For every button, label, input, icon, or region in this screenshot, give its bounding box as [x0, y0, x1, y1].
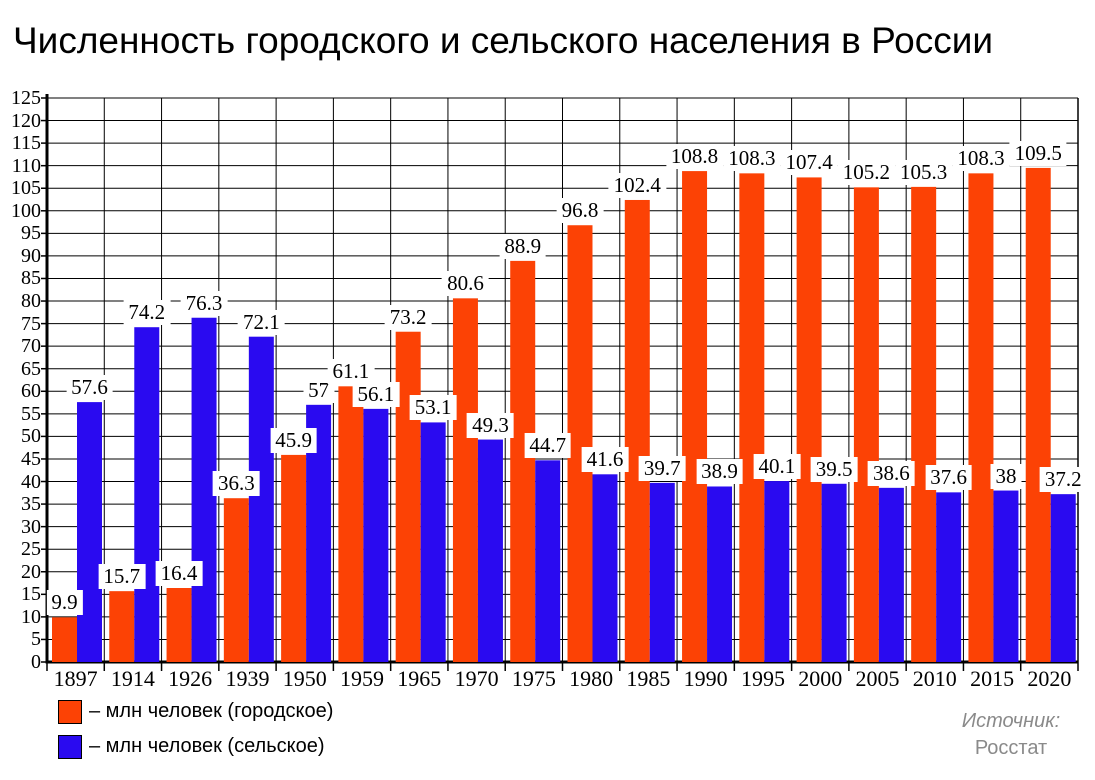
source-label: Источник: — [961, 710, 1061, 732]
bar-rural-1939 — [248, 336, 274, 662]
bar-urban-1985 — [624, 199, 650, 663]
bar-rural-1926 — [191, 317, 217, 662]
bar-rural-2020 — [1050, 494, 1076, 662]
bar-urban-1995 — [739, 173, 765, 662]
bar-urban-1959 — [338, 386, 364, 662]
bar-rural-1970 — [477, 439, 503, 662]
bar-rural-1985 — [649, 482, 675, 662]
legend-label-rural: – млн человек (сельское) — [89, 735, 325, 757]
bar-rural-1990 — [707, 486, 733, 662]
bar-rural-1980 — [592, 474, 618, 662]
bar-urban-1970 — [452, 298, 478, 662]
source-note: Источник: Росстат — [935, 708, 1087, 762]
bar-rural-2010 — [936, 492, 962, 662]
legend-item-rural: – млн человек (сельское) — [58, 734, 333, 759]
bar-urban-2000 — [796, 177, 822, 662]
bar-urban-1980 — [567, 225, 593, 662]
legend-label-urban: – млн человек (городское) — [89, 700, 334, 722]
bar-urban-1975 — [510, 260, 536, 662]
bar-rural-2000 — [821, 483, 847, 662]
bar-rural-1965 — [420, 422, 446, 662]
legend-swatch-rural — [58, 734, 82, 759]
bar-urban-2015 — [968, 173, 994, 662]
bar-rural-1897 — [77, 402, 102, 662]
legend-swatch-urban — [58, 699, 82, 724]
legend-item-urban: – млн человек (городское) — [58, 699, 333, 724]
bar-urban-1914 — [109, 591, 135, 662]
bar-urban-1897 — [52, 617, 77, 662]
bar-urban-1950 — [281, 454, 307, 662]
bar-urban-1990 — [682, 171, 708, 662]
bar-urban-2010 — [911, 186, 937, 662]
bar-rural-2005 — [878, 487, 904, 662]
bar-urban-1926 — [166, 588, 192, 662]
bar-urban-1939 — [223, 498, 249, 662]
bar-rural-1914 — [134, 327, 160, 662]
bar-rural-2015 — [993, 490, 1019, 662]
bar-rural-1959 — [363, 408, 389, 662]
source-value: Росстат — [974, 737, 1048, 759]
bar-rural-1950 — [306, 404, 332, 662]
bar-rural-1995 — [764, 481, 790, 662]
chart-legend: – млн человек (городское) – млн человек … — [58, 699, 333, 769]
bar-urban-2020 — [1025, 167, 1051, 662]
bar-rural-1975 — [535, 460, 561, 662]
chart-title: Численность городского и сельского насел… — [13, 20, 994, 61]
bar-urban-2005 — [853, 187, 879, 663]
bar-urban-1965 — [395, 331, 421, 662]
